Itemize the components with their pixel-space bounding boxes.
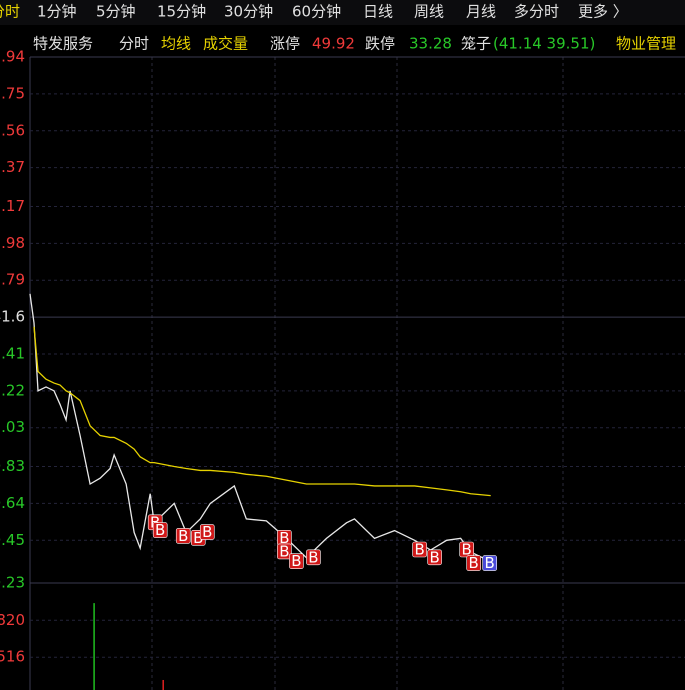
trade-marker-label: B (414, 541, 424, 559)
y-tick-label: 40.83 (0, 457, 25, 475)
industry: 物业管理 (616, 35, 676, 53)
y-tick-label: 41.79 (0, 271, 25, 289)
trade-marker (412, 541, 427, 558)
tab[interactable]: 日线 (363, 3, 393, 21)
limit-down: 33.28 (409, 35, 452, 53)
trade-marker-label: B (485, 554, 495, 572)
trade-marker-label: B (308, 548, 318, 566)
limit-down-label: 跌停 (365, 35, 395, 53)
trade-marker (289, 553, 304, 569)
trade-marker-label: B (279, 529, 289, 547)
tab[interactable]: 30分钟 (224, 3, 273, 21)
cage-range: (41.14 39.51) (493, 35, 595, 53)
y-tick-label: 40.64 (0, 494, 25, 512)
y-tick-label: 42.56 (0, 121, 25, 139)
trade-marker-label: B (279, 542, 289, 560)
price-line (29, 293, 491, 563)
vol-label: 成交量 (203, 35, 248, 53)
tab[interactable]: 60分钟 (292, 3, 341, 21)
trade-marker-label: B (462, 541, 472, 559)
cage-label: 笼子 (461, 35, 491, 53)
trade-marker-label: B (178, 527, 188, 545)
y-tick-label: 42.75 (0, 84, 25, 102)
y-tick-label: 40.45 (0, 531, 25, 549)
y-tick-label: 41.98 (0, 234, 25, 252)
limit-up-label: 涨停 (270, 35, 300, 53)
y-tick-label: 42.37 (0, 158, 25, 176)
avg-label: 均线 (161, 35, 191, 53)
trade-marker-label: B (155, 521, 165, 539)
tab[interactable]: 15分钟 (157, 3, 206, 21)
view-label: 分时 (119, 35, 149, 53)
tab[interactable]: 5分钟 (96, 3, 136, 21)
trade-marker (466, 555, 481, 571)
trade-marker-label: B (193, 529, 203, 547)
price-line (33, 326, 491, 497)
trade-marker (175, 528, 191, 544)
tab[interactable]: 分时 (0, 3, 20, 21)
y-tick-label: 42.17 (0, 197, 25, 215)
y-tick-label: 41.41 (0, 344, 25, 362)
volume-tick-label: 820 (0, 611, 25, 629)
y-tick-label: 41.6 (0, 308, 25, 326)
trade-marker (277, 543, 292, 560)
trade-marker-label: B (429, 548, 439, 566)
trade-marker (306, 549, 321, 566)
tab[interactable]: 周线 (414, 3, 444, 21)
y-tick-label: 41.22 (0, 381, 25, 399)
limit-up: 49.92 (312, 35, 355, 53)
volume-tick-label: 516 (0, 648, 25, 666)
trade-marker-label: B (291, 552, 301, 570)
y-tick-label: 40.23 (0, 574, 25, 592)
trade-marker (152, 522, 168, 538)
trade-marker-label: B (469, 554, 479, 572)
y-tick-label: 41.03 (0, 418, 25, 436)
trade-marker (427, 549, 442, 566)
tab-bar (0, 0, 685, 25)
trade-marker (199, 524, 215, 540)
tab[interactable]: 多分时 (514, 3, 559, 21)
tab[interactable]: 1分钟 (37, 3, 77, 21)
trade-marker-label: B (202, 523, 212, 541)
stock-name: 特发服务 (33, 35, 93, 53)
tab[interactable]: 更多 〉 (578, 3, 628, 21)
trade-marker (482, 555, 498, 571)
y-tick-label: 42.94 (0, 48, 25, 66)
tab[interactable]: 月线 (466, 3, 496, 21)
